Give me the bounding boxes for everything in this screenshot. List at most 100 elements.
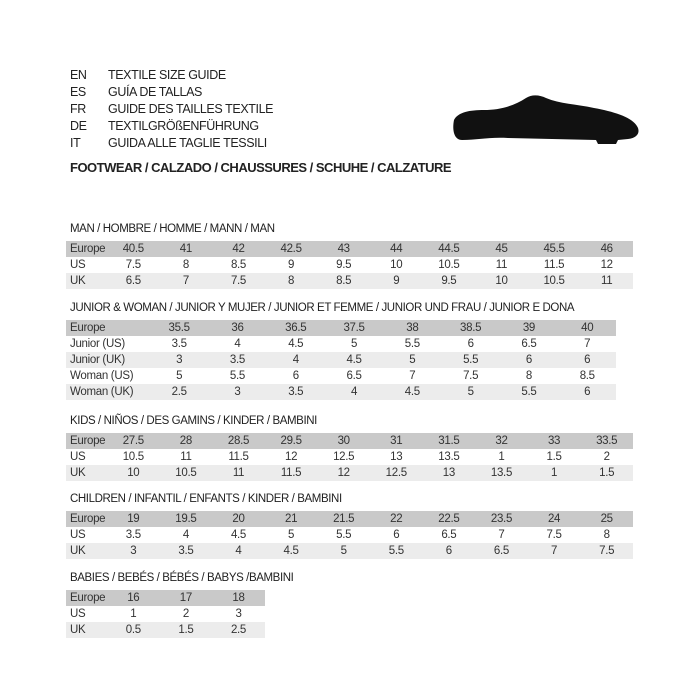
size-cell: 40 [581,322,594,334]
header-text: TEXTILE SIZE GUIDE [108,68,226,82]
size-cell: 1.5 [178,624,194,636]
size-cell: 4 [234,338,241,350]
size-table: Europe 40.5 41 42 42.5 43 44 44.5 45 45.5 46 US 7.5 8… [66,241,633,289]
size-cell: 9.5 [336,259,352,271]
row-label: Europe [70,322,106,334]
size-cell: 5 [350,338,358,350]
size-cell: 10 [127,467,140,479]
size-cell: 12 [284,451,298,463]
size-cell: 22.5 [438,513,460,525]
size-cell: 7.5 [599,545,615,557]
header-line-en: EN TEXTILE SIZE GUIDE [70,67,273,84]
size-cell: 6 [584,354,591,366]
header-line-fr: FR GUIDE DES TAILLES TEXTILE [70,101,273,118]
size-cell: 6.5 [346,370,362,382]
header-line-de: DE TEXTILGRÖßENFÜHRUNG [70,118,273,135]
table-row: UK 3 3.5 4 4.5 5 5.5 6 6.5 7 7.5 [66,543,633,559]
table-row: UK 6.5 7 7.5 8 8.5 9 9.5 10 10.5 11 [66,273,633,289]
size-cell: 5.5 [521,386,537,398]
size-cell: 3.5 [288,386,304,398]
size-cell: 29.5 [280,435,302,447]
size-cell: 8 [288,275,295,287]
size-cell: 21 [284,513,298,525]
size-cell: 4.5 [288,338,304,350]
size-cell: 24 [547,513,561,525]
size-cell: 38.5 [460,322,482,334]
size-cell: 5.5 [229,370,245,382]
header-text: GUIDA ALLE TAGLIE TESSILI [108,136,267,150]
size-cell: 30 [337,435,351,447]
size-cell: 6.5 [441,529,457,541]
table-row: Europe 40.5 41 42 42.5 43 44 44.5 45 45.5 46 [66,241,633,257]
row-label: Europe [70,435,106,447]
language-code: DE [70,119,87,133]
table-row: Woman (UK) 2.5 3 3.5 4 4.5 5 5.5 6 [66,384,617,400]
size-cell: 37.5 [343,322,365,334]
size-cell: 6 [584,386,591,398]
size-cell: 10 [390,259,403,271]
size-cell: 11 [232,467,245,479]
row-label: Woman (UK) [70,386,134,398]
size-cell: 3.5 [171,338,187,350]
size-cell: 10 [495,275,508,287]
size-cell: 3 [130,545,137,557]
row-label: US [70,529,86,541]
size-cell: 42.5 [280,243,302,255]
table-row: Europe 16 17 18 [66,590,265,606]
size-cell: 11 [495,259,508,271]
size-cell: 12.5 [385,467,407,479]
size-cell: 2.5 [230,624,247,636]
size-cell: 3 [176,354,183,366]
table-row: Europe 19 19.5 20 21 21.5 22 22.5 23.5 24 25 [66,511,633,527]
size-cell: 1.5 [546,451,562,463]
size-cell: 2 [603,451,610,463]
size-cell: 5.5 [463,354,479,366]
row-label: UK [70,467,86,479]
size-cell: 6 [292,370,299,382]
size-cell: 1 [550,467,558,479]
size-cell: 4 [292,354,299,366]
row-label: US [70,608,86,620]
size-cell: 11.5 [280,467,302,479]
size-cell: 7.5 [125,259,141,271]
size-cell: 5 [409,354,416,366]
table-row: US 3.5 4 4.5 5 5.5 6 6.5 7 7.5 8 [66,527,633,543]
size-cell: 5.5 [404,338,420,350]
size-cell: 10.5 [175,467,197,479]
size-table: Europe 35.5 36 36.5 37.5 38 38.5 39 40 Junior (US… [66,320,617,400]
table-row: Woman (US) 5 5.5 6 6.5 7 7.5 8 8.5 [66,368,617,384]
size-cell: 7 [550,545,558,557]
size-cell: 41 [179,243,193,255]
row-label: US [70,259,86,271]
row-label: UK [70,624,86,636]
header-text: TEXTILGRÖßENFÜHRUNG [108,119,259,133]
size-cell: 13.5 [490,467,513,479]
header-line-it: IT GUIDA ALLE TAGLIE TESSILI [70,135,273,152]
size-cell: 3 [234,386,241,398]
size-cell: 18 [232,592,245,604]
size-cell: 44 [390,243,403,255]
size-cell: 8.5 [230,259,247,271]
size-cell: 1 [498,451,505,463]
size-cell: 5 [340,545,347,557]
size-cell: 8 [603,529,610,541]
size-table: Europe 16 17 18 US 1 2 3 UK 0.5 1.5 2.5 [66,590,265,638]
size-cell: 5 [288,529,295,541]
size-cell: 36 [231,322,244,334]
size-cell: 38 [406,322,419,334]
size-cell: 21.5 [333,513,355,525]
size-cell: 9.5 [441,275,457,287]
row-label: Junior (UK) [70,354,125,366]
table-row: US 7.5 8 8.5 9 9.5 10 10.5 11 11.5 12 [66,257,633,273]
size-cell: 40.5 [122,243,144,255]
size-cell: 25 [600,513,614,525]
size-cell: 5 [176,370,183,382]
size-cell: 2 [182,608,189,620]
row-label: Junior (US) [70,338,125,350]
table-row: Europe 35.5 36 36.5 37.5 38 38.5 39 40 [66,320,617,336]
header-text: GUÍA DE TALLAS [108,85,202,99]
size-cell: 17 [179,592,193,604]
size-cell: 13.5 [438,451,460,463]
size-cell: 8 [182,259,189,271]
row-label: UK [70,275,86,287]
